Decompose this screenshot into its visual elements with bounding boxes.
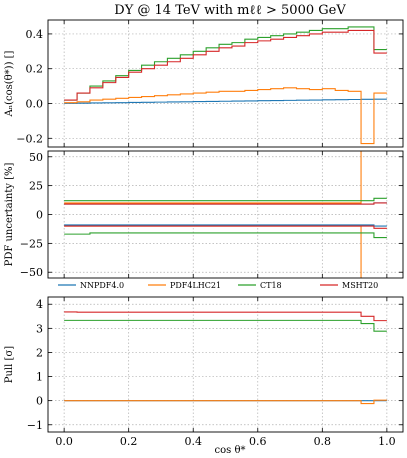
plot-area — [64, 311, 387, 405]
legend-label: CT18 — [260, 281, 282, 290]
x-tick-label: 0.6 — [249, 435, 267, 448]
x-tick-label: 0.0 — [55, 435, 73, 448]
plot-area — [64, 151, 387, 278]
y-tick-label: 0 — [36, 395, 43, 408]
legend-item-msht20: MSHT20 — [320, 281, 378, 290]
x-axis-title: cos θ* — [215, 445, 246, 456]
x-tick-label: 0.8 — [314, 435, 332, 448]
plot-area — [64, 26, 387, 145]
panels-layer: −0.2 0.0 0.2 0.4 Aₙ(cos(θ*)) [] −50 −25 0 25 50 PD… — [4, 19, 404, 448]
series-lower-pdf4lhc21 — [64, 225, 362, 278]
y-tick-label: 0.0 — [26, 98, 44, 111]
y-tick-label: 0.2 — [26, 63, 44, 76]
series-line-msht20 — [64, 29, 387, 101]
y-axis-title: Aₙ(cos(θ*)) [] — [4, 50, 15, 117]
figure-title: DY @ 14 TeV with mℓℓ > 5000 GeV — [114, 3, 346, 18]
axes-frame — [47, 296, 404, 433]
x-tick-label: 1.0 — [378, 435, 396, 448]
legend-label: MSHT20 — [342, 281, 378, 290]
y-tick-label: 50 — [29, 151, 43, 164]
y-axis-title: Pull [σ] — [4, 346, 15, 383]
axes-frame — [47, 19, 404, 148]
panel-pull: −1 0 1 2 3 4 0.0 0.2 0.4 0.6 0.8 1.0 Pull [σ] — [4, 296, 404, 448]
y-tick-label: −1 — [27, 419, 43, 432]
legend-item-nnpdf4-0: NNPDF4.0 — [58, 281, 124, 290]
y-tick-label: 3 — [36, 322, 43, 335]
y-tick-label: 0.4 — [26, 28, 44, 41]
y-tick-label: 0 — [36, 209, 43, 222]
x-tick-label: 0.2 — [120, 435, 138, 448]
legend-label: NNPDF4.0 — [80, 281, 124, 290]
x-tick-label: 0.4 — [184, 435, 202, 448]
panel-pdf-uncertainty: −50 −25 0 25 50 PDF uncertainty [%] — [4, 150, 404, 279]
y-tick-label: −50 — [20, 266, 43, 279]
legend-label: PDF4LHC21 — [170, 281, 221, 290]
series-line-ct18 — [64, 319, 387, 332]
y-tick-label: −25 — [20, 237, 43, 250]
series-line-pdf4lhc21 — [64, 399, 387, 405]
series-line-msht20 — [64, 311, 387, 322]
legend-item-ct18: CT18 — [238, 281, 282, 290]
y-tick-label: 25 — [29, 180, 43, 193]
series-line-nnpdf4-0 — [64, 98, 387, 104]
y-axis-title: PDF uncertainty [%] — [4, 163, 15, 267]
y-tick-label: 2 — [36, 346, 43, 359]
y-tick-label: −0.2 — [16, 132, 43, 145]
legend: NNPDF4.0 PDF4LHC21 CT18 MSHT20 — [58, 281, 378, 290]
series-upper-pdf4lhc21 — [64, 151, 362, 204]
y-tick-label: 1 — [36, 371, 43, 384]
y-tick-label: 4 — [36, 298, 43, 311]
series-upper-msht20 — [64, 202, 387, 205]
series-lower-msht20 — [64, 225, 387, 229]
series-upper-ct18 — [64, 197, 387, 202]
series-line-ct18 — [64, 26, 387, 101]
series-lower-nnpdf4-0 — [64, 224, 387, 227]
series-lower-ct18 — [64, 232, 387, 239]
series-line-pdf4lhc21 — [64, 87, 387, 145]
panel-asymmetry: −0.2 0.0 0.2 0.4 Aₙ(cos(θ*)) [] — [4, 19, 404, 148]
legend-item-pdf4lhc21: PDF4LHC21 — [148, 281, 221, 290]
